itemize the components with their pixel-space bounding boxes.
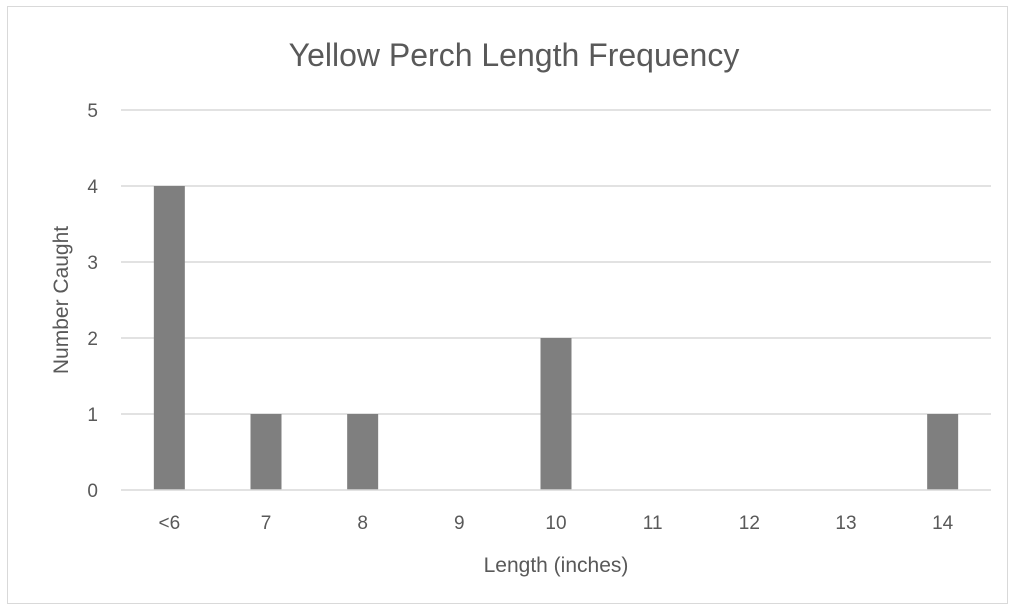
- x-tick-label: 11: [643, 513, 663, 534]
- bar: [927, 414, 959, 490]
- y-tick-label: 5: [87, 101, 98, 122]
- x-tick-label: 13: [835, 513, 856, 534]
- bar: [347, 414, 379, 490]
- x-tick-label: 10: [545, 513, 566, 534]
- x-tick-label: 8: [357, 513, 368, 534]
- y-axis-ticks: 0 1 2 3 4 5: [87, 101, 98, 502]
- y-tick-label: 0: [87, 481, 98, 502]
- y-tick-label: 1: [87, 405, 98, 426]
- x-axis-ticks: <6 7 8 9 10 11 12 13 14: [158, 513, 953, 534]
- x-tick-label: 12: [739, 513, 760, 534]
- x-axis-title: Length (inches): [484, 554, 629, 577]
- x-tick-label: <6: [158, 513, 180, 534]
- bar: [250, 414, 282, 490]
- chart-title: Yellow Perch Length Frequency: [289, 37, 740, 73]
- x-tick-label: 14: [932, 513, 954, 534]
- y-tick-label: 4: [87, 177, 98, 198]
- bar: [540, 338, 572, 490]
- bar: [153, 186, 185, 490]
- x-tick-label: 9: [454, 513, 465, 534]
- y-tick-label: 2: [87, 329, 98, 350]
- y-axis-title: Number Caught: [50, 226, 73, 374]
- x-tick-label: 7: [261, 513, 272, 534]
- bars: [153, 186, 959, 490]
- y-tick-label: 3: [87, 253, 98, 274]
